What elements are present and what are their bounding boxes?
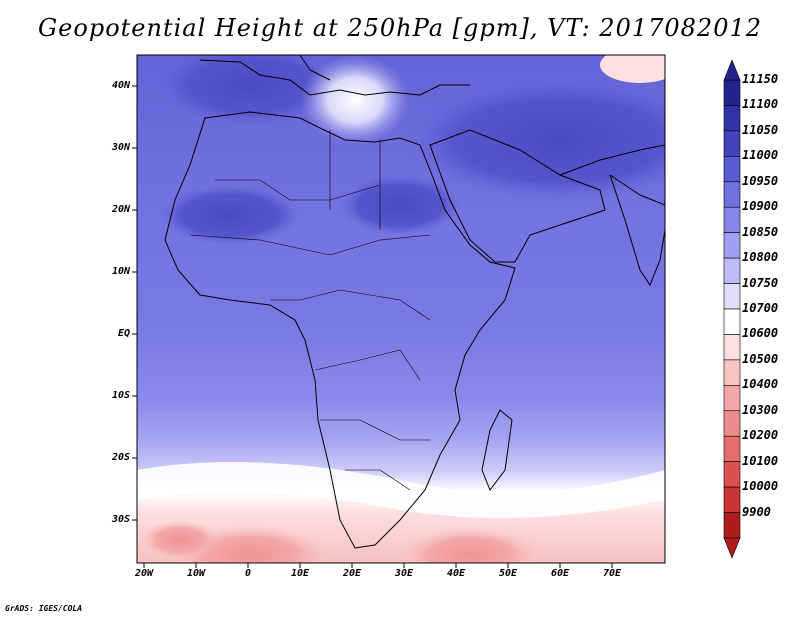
colorbar-segment [723,232,741,259]
footer-credit: GrADS: IGES/COLA [5,604,83,613]
colorbar-label: 10500 [742,351,779,366]
lon-label: 70E [602,568,622,579]
colorbar-label: 10000 [742,479,779,494]
colorbar-segment [723,486,741,513]
lon-label: 20E [342,568,362,579]
height-field [137,55,665,563]
colorbar-label: 10400 [742,377,779,392]
colorbar-segment [723,156,741,183]
lat-label: 30S [111,514,130,525]
coastlines [164,55,665,549]
colorbar-label: 10300 [742,402,779,417]
lon-label: 40E [446,568,466,579]
colorbar-lower-arrow [723,537,741,559]
colorbar-segment [723,435,741,462]
colorbar-label: 10900 [742,199,779,214]
lon-label: 20W [134,568,154,579]
colorbar-upper-arrow [723,59,741,81]
colorbar-segment [723,283,741,310]
lon-label: 10E [290,568,310,579]
plot-frame [136,54,666,564]
colorbar-segment [723,130,741,157]
colorbar-label: 10100 [742,453,779,468]
colorbar-label: 11100 [742,97,779,112]
colorbar-label: 10200 [742,428,779,443]
colorbar-label: 10800 [742,250,779,265]
colorbar-segment [723,308,741,335]
colorbar-label: 11050 [742,122,779,137]
colorbar-label: 11150 [742,72,779,86]
colorbar-label: 11000 [742,148,779,163]
lat-label: 30N [111,142,130,153]
lat-label: 10N [111,266,130,277]
colorbar-segment [723,181,741,208]
colorbar-label: 10950 [742,173,779,188]
map-title: Geopotential Height at 250hPa [gpm], VT:… [38,14,762,42]
lon-label: 10W [186,568,206,579]
colorbar-segment [723,512,741,539]
colorbar-segment [723,385,741,412]
lat-label: EQ [117,328,130,339]
lat-label: 20N [111,204,130,215]
colorbar-segment [723,257,741,284]
colorbar-label: 10600 [742,326,779,341]
axis-ticks [132,85,613,568]
colorbar-label: 10700 [742,301,779,315]
lat-label: 10S [111,390,130,401]
colorbar [723,59,741,559]
lon-label: 30E [394,568,414,579]
colorbar-segment [723,334,741,361]
lat-label: 20S [111,452,130,463]
colorbar-label: 10750 [742,275,779,290]
colorbar-segment [723,206,741,233]
lon-label: 50E [498,568,518,579]
colorbar-label: 10850 [742,224,779,239]
lon-label: 60E [550,568,570,579]
lat-label: 40N [111,80,130,91]
colorbar-segment [723,105,741,132]
lon-label: 0 [244,568,252,579]
borders [189,130,431,491]
colorbar-label: 9900 [742,504,771,519]
colorbar-segment [723,79,741,106]
colorbar-segment [723,461,741,488]
colorbar-segment [723,410,741,437]
colorbar-segment [723,359,741,386]
